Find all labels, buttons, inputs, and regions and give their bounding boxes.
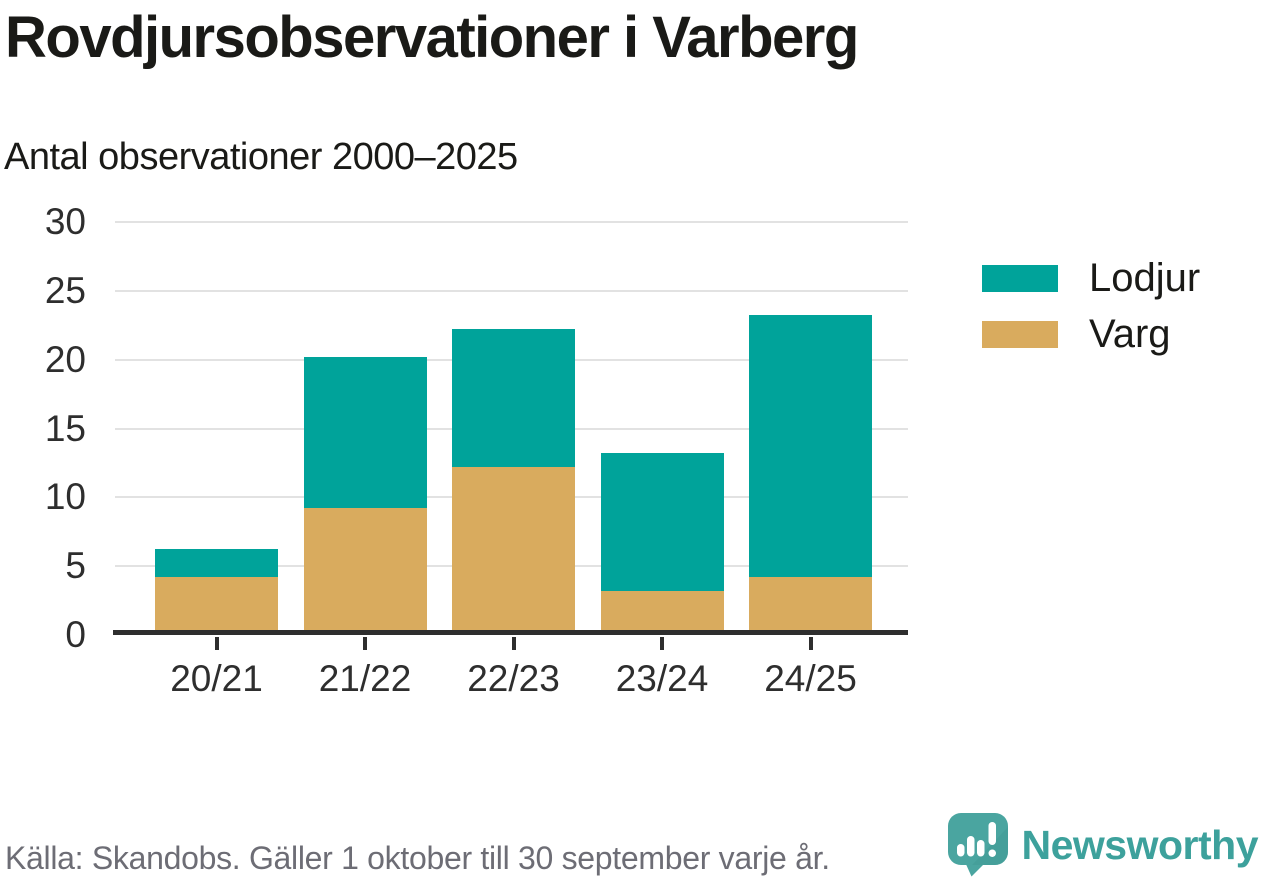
gridline-y-25 <box>115 289 908 292</box>
bar-segment-lodjur-23-24 <box>600 453 724 591</box>
x-tick-label-23-24: 23/24 <box>615 658 709 699</box>
y-tick-label-5: 5 <box>65 545 86 587</box>
x-tick-24-25 <box>808 637 813 650</box>
newsworthy-brand: Newsworthy <box>947 813 1259 877</box>
newsworthy-wordmark: Newsworthy <box>1021 821 1259 868</box>
source-note: Källa: Skandobs. Gäller 1 oktober till 3… <box>5 840 830 876</box>
y-tick-label-0: 0 <box>65 614 86 655</box>
x-tick-20-21 <box>214 637 219 650</box>
bar-segment-lodjur-22-23 <box>452 329 575 467</box>
x-tick-22-23 <box>511 637 516 650</box>
x-tick-label-20-21: 20/21 <box>170 658 263 699</box>
legend-swatch-varg <box>982 320 1058 348</box>
chart-title: Rovdjursobservationer i Varberg <box>5 5 859 70</box>
y-tick-label-10: 10 <box>44 476 86 518</box>
chart-subtitle: Antal observationer 2000–2025 <box>4 136 518 178</box>
bar-segment-varg-22-23 <box>452 466 575 632</box>
y-tick-label-15: 15 <box>44 407 86 449</box>
x-tick-label-24-25: 24/25 <box>764 658 857 699</box>
bar-segment-lodjur-21-22 <box>303 356 427 509</box>
bar-segment-varg-20-21 <box>155 576 278 632</box>
x-tick-label-22-23: 22/23 <box>467 658 560 699</box>
legend-label-lodjur: Lodjur <box>1089 255 1201 300</box>
bar-segment-lodjur-24-25 <box>749 315 872 577</box>
gridline-y-30 <box>115 221 908 223</box>
bar-segment-varg-21-22 <box>303 508 427 632</box>
legend-swatch-lodjur <box>982 264 1058 292</box>
x-tick-label-21-22: 21/22 <box>318 658 412 699</box>
legend-item-lodjur: Lodjur <box>982 255 1200 301</box>
x-tick-23-24 <box>660 637 664 650</box>
plot-area <box>113 221 908 650</box>
legend-item-varg: Varg <box>982 311 1200 357</box>
y-tick-label-25: 25 <box>44 269 86 311</box>
y-tick-label-30: 30 <box>44 201 86 242</box>
y-tick-label-20: 20 <box>44 338 86 380</box>
bar-segment-lodjur-20-21 <box>155 549 278 577</box>
legend-label-varg: Varg <box>1089 311 1171 356</box>
x-axis-line <box>113 630 908 635</box>
bar-segment-varg-23-24 <box>600 590 724 632</box>
x-tick-21-22 <box>363 637 367 650</box>
newsworthy-logo-icon <box>947 813 1008 877</box>
bar-segment-varg-24-25 <box>749 576 872 632</box>
legend: Lodjur Varg <box>982 255 1200 367</box>
